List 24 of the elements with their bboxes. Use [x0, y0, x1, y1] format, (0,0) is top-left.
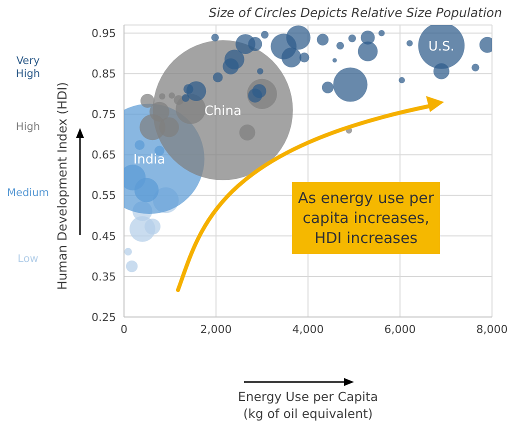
y-tick-label: 0.25: [92, 310, 116, 324]
annotation: As energy use per capita increases, HDI increases: [292, 182, 440, 254]
x-tick-label: 6,000: [384, 322, 416, 336]
y-tick-label: 0.65: [92, 148, 116, 162]
text: Very High: [14, 55, 42, 82]
text: High: [14, 121, 42, 135]
annotation: China: [204, 104, 242, 119]
x-axis-title: Energy Use per Capita (kg of oil equivalent): [236, 388, 380, 422]
x-tick-label: 4,000: [292, 322, 324, 336]
text: Medium: [6, 187, 50, 201]
text: Low: [16, 253, 40, 267]
y-tick-label: 0.75: [92, 108, 116, 122]
chart-title: Size of Circles Depicts Relative Size Population: [208, 5, 502, 20]
x-tick-label: 2,000: [200, 322, 232, 336]
annotation: India: [133, 152, 166, 168]
y-tick-label: 0.85: [92, 68, 116, 81]
x-tick-label: 0: [120, 322, 128, 336]
y-tick-label: 0.35: [92, 270, 116, 284]
y-tick-label: 0.55: [92, 189, 116, 202]
y-tick-label: 0.45: [92, 230, 116, 243]
annotation: U.S.: [428, 39, 454, 54]
x-tick-label: 8,000: [476, 322, 508, 336]
y-axis-title: Human Development Index (HDI): [54, 82, 70, 290]
y-tick-label: 0.95: [92, 27, 116, 40]
